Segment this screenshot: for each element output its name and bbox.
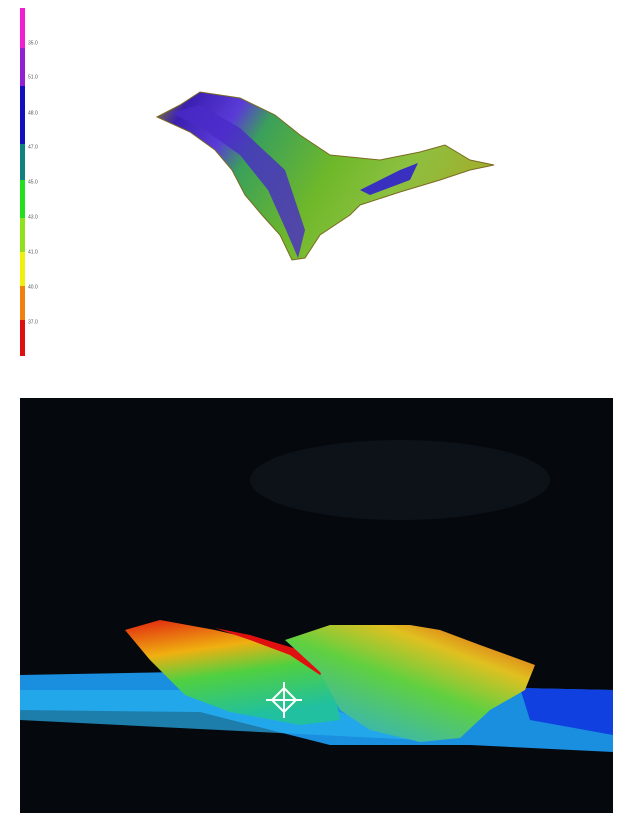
colorbar — [20, 8, 25, 356]
colorbar-label: 48.0 — [28, 110, 38, 116]
colorbar-label: 40.0 — [28, 284, 38, 290]
colorbar-label: 37.0 — [28, 319, 38, 325]
surface-model — [157, 92, 494, 260]
figure: 35.0 51.0 48.0 47.0 45.0 43.0 41.0 40.0 37.0 — [0, 0, 622, 813]
colorbar-label: 47.0 — [28, 144, 38, 150]
colorbar-label: 45.0 — [28, 179, 38, 185]
colorbar-label: 51.0 — [28, 74, 38, 80]
colorbar-label: 35.0 — [28, 40, 38, 46]
page: {"colorbar": {"labels": ["35.0", "51.0",… — [0, 0, 622, 813]
colorbar-label: 41.0 — [28, 249, 38, 255]
colorbar-label: 43.0 — [28, 214, 38, 220]
sonar-image — [20, 398, 613, 813]
